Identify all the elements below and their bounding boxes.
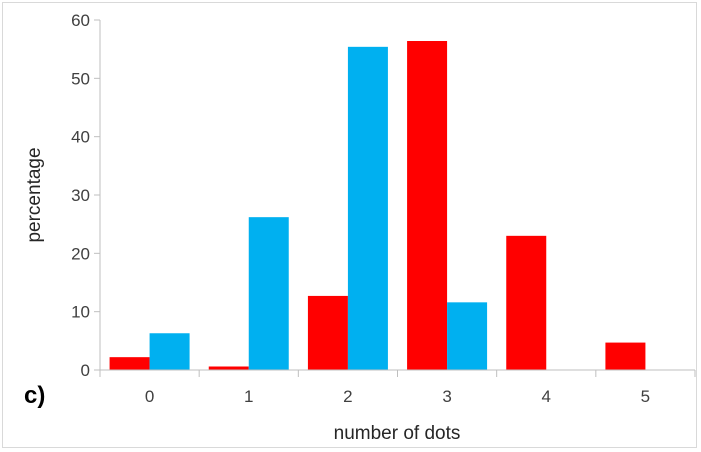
y-tick-label: 30 — [71, 186, 90, 205]
x-tick-label: 3 — [442, 387, 451, 406]
bar-series-2-cat-3 — [447, 302, 488, 370]
panel-label: c) — [24, 382, 45, 409]
bar-series-2-cat-2 — [347, 46, 388, 370]
x-tick-label: 4 — [542, 387, 551, 406]
bar-series-2-cat-0 — [149, 333, 190, 370]
bar-series-1-cat-5 — [605, 342, 646, 370]
x-axis-ticks: 0 1 2 3 4 5 — [99, 370, 696, 406]
y-tick-label: 60 — [71, 11, 90, 30]
y-axis-ticks: 0 10 20 30 40 50 60 — [71, 11, 100, 380]
bar-series-1-cat-2 — [307, 295, 348, 370]
y-tick-label: 20 — [71, 244, 90, 263]
x-tick-label: 1 — [244, 387, 253, 406]
bars-group — [109, 41, 646, 370]
x-axis-title: number of dots — [334, 423, 461, 444]
bar-series-1-cat-3 — [407, 41, 448, 370]
y-tick-label: 10 — [71, 303, 90, 322]
bar-series-1-cat-1 — [208, 366, 249, 370]
bar-series-1-cat-0 — [109, 357, 150, 370]
bar-series-1-cat-4 — [506, 235, 547, 370]
y-tick-label: 40 — [71, 128, 90, 147]
x-tick-label: 0 — [145, 387, 154, 406]
x-tick-label: 2 — [343, 387, 352, 406]
y-tick-label: 0 — [81, 361, 90, 380]
y-axis-title: percentage — [24, 147, 45, 242]
y-tick-label: 50 — [71, 69, 90, 88]
x-tick-label: 5 — [641, 387, 650, 406]
bar-series-2-cat-1 — [248, 217, 289, 370]
